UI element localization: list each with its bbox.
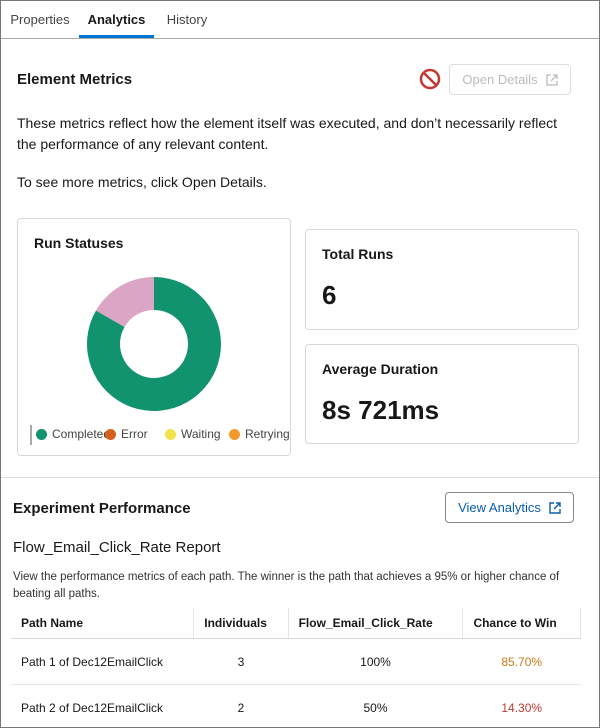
column-header: Flow_Email_Click_Rate	[288, 608, 464, 639]
button-label: View Analytics	[458, 500, 541, 515]
donut-chart	[87, 277, 221, 411]
external-icon	[549, 501, 561, 514]
tab[interactable]: History	[166, 12, 208, 27]
table-cell: 85.70%	[462, 638, 581, 685]
legend-dot	[229, 428, 240, 440]
table-cell: Path 2 of Dec12EmailClick	[11, 684, 194, 727]
legend-scroll	[30, 425, 32, 445]
blocked-icon	[419, 68, 441, 90]
table-cell: 2	[193, 684, 289, 727]
report-title: Flow_Email_Click_Rate Report	[13, 539, 221, 556]
metrics-table: Path Name Individuals Flow_Email_Click_Rat…	[11, 608, 581, 727]
table-cell: 3	[193, 638, 289, 685]
column-header: Individuals	[193, 608, 289, 639]
card-label: Total Runs	[322, 246, 394, 262]
open-details-button[interactable]: Open Details	[449, 64, 571, 95]
donut-segment	[87, 277, 221, 411]
divider	[1, 477, 599, 478]
view-analytics-button[interactable]: View Analytics	[445, 492, 574, 523]
table-row: Path 1 of Dec12EmailClick 3 100% 85.70%	[11, 638, 581, 685]
section-title: Experiment Performance	[13, 500, 191, 517]
average-duration-card: Average Duration 8s 721ms	[305, 344, 579, 444]
table-cell: 100%	[288, 638, 463, 685]
legend-item: Error	[105, 427, 148, 441]
table-cell: 14.30%	[462, 684, 581, 727]
table-cell: Path 1 of Dec12EmailClick	[11, 638, 194, 685]
legend-item: Waiting	[165, 427, 221, 441]
donut-segment	[95, 277, 154, 327]
legend-dot	[36, 428, 47, 440]
total-runs-card: Total Runs 6	[305, 229, 579, 330]
external-icon	[545, 73, 558, 86]
report-description: View the performance metrics of each pat…	[13, 571, 560, 600]
run-statuses-card	[17, 218, 291, 456]
legend-dot	[105, 428, 116, 440]
column-header: Chance to Win	[462, 608, 581, 639]
card-value: 6	[322, 280, 337, 310]
section-title: Element Metrics	[17, 71, 133, 88]
legend-label: Retrying	[245, 427, 290, 441]
tab[interactable]: Properties	[10, 12, 70, 27]
legend-dot	[165, 428, 176, 440]
column-header: Path Name	[11, 608, 195, 639]
card-label: Average Duration	[322, 361, 439, 377]
legend-label: Waiting	[181, 427, 221, 441]
table-cell: 50%	[288, 684, 463, 727]
legend-label: Error	[121, 427, 148, 441]
legend-label: Completed	[52, 427, 111, 441]
hint: To see more metrics, click Open Details.	[17, 174, 267, 190]
legend-item: Completed	[36, 427, 110, 441]
chart-title: Run Statuses	[34, 235, 124, 251]
tab[interactable]: Analytics	[79, 1, 154, 38]
button-label: Open Details	[462, 72, 538, 87]
description: These metrics reflect how the element it…	[17, 115, 558, 152]
card-value: 8s 721ms	[322, 395, 440, 425]
legend-item: Retrying	[229, 427, 290, 441]
tab-bar: Properties Analytics History	[1, 1, 599, 39]
table-row: Path 2 of Dec12EmailClick 2 50% 14.30%	[11, 684, 581, 727]
